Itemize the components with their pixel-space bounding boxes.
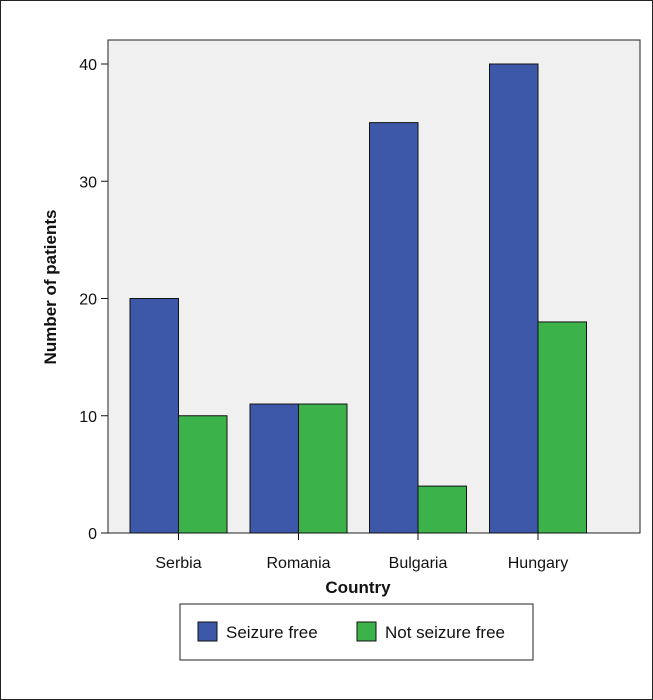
y-tick-label: 40	[79, 57, 97, 74]
bar-bulgaria-not-seizure-free	[417, 485, 467, 534]
x-tick-label: Romania	[266, 555, 330, 572]
x-axis: Serbia Romania Bulgaria Hungary	[155, 533, 568, 572]
y-axis-title: Number of patients	[41, 210, 60, 365]
bar-bulgaria-seizure-free	[369, 122, 419, 534]
legend-label-seizure-free: Seizure free	[226, 623, 318, 642]
y-tick-label: 10	[79, 409, 97, 426]
legend-label-not-seizure-free: Not seizure free	[385, 623, 505, 642]
bar-romania-seizure-free	[249, 403, 299, 534]
y-axis: 0 10 20 30 40	[79, 57, 108, 543]
bars-group	[129, 63, 587, 534]
bar-hungary-seizure-free	[489, 63, 539, 534]
x-axis-title: Country	[325, 578, 391, 597]
x-tick-label: Bulgaria	[389, 555, 448, 572]
bar-hungary-not-seizure-free	[537, 321, 587, 534]
x-tick-label: Serbia	[155, 555, 201, 572]
y-tick-label: 30	[79, 174, 97, 191]
legend-swatch-seizure-free	[197, 621, 218, 642]
legend-swatch-not-seizure-free	[356, 621, 377, 642]
y-tick-label: 0	[88, 526, 97, 543]
legend: Seizure free Not seizure free	[179, 603, 534, 661]
bar-serbia-seizure-free	[129, 298, 179, 534]
y-tick-label: 20	[79, 292, 97, 309]
x-tick-label: Hungary	[508, 555, 568, 572]
bar-romania-not-seizure-free	[298, 403, 348, 534]
bar-serbia-not-seizure-free	[178, 415, 228, 534]
